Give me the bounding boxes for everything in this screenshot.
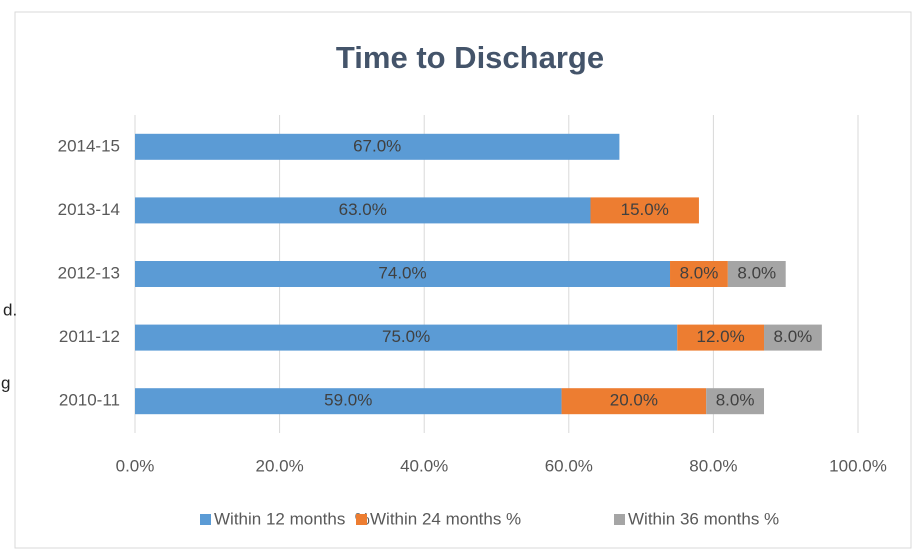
data-label: 63.0% [339, 200, 387, 219]
bar [135, 197, 591, 224]
x-tick-label: 80.0% [689, 456, 737, 475]
data-label: 8.0% [774, 327, 813, 346]
data-label: 15.0% [621, 200, 669, 219]
background-text: d. [3, 300, 17, 319]
bar [677, 324, 765, 351]
x-tick-label: 100.0% [829, 456, 887, 475]
bar [706, 388, 765, 415]
x-tick-label: 20.0% [255, 456, 303, 475]
legend-label: Within 24 months % [370, 509, 521, 528]
background-text: g [1, 373, 10, 392]
data-label: 74.0% [378, 263, 426, 282]
bar [135, 388, 562, 415]
chart-title: Time to Discharge [336, 40, 604, 75]
legend-label: Within 36 months % [628, 509, 779, 528]
y-tick-label: 2013-14 [58, 200, 120, 219]
legend-label: Within 12 months % [214, 509, 370, 528]
bar [670, 261, 728, 287]
bar [590, 197, 699, 224]
bar [764, 324, 822, 351]
data-label: 8.0% [680, 263, 719, 282]
data-label: 8.0% [737, 263, 776, 282]
data-label: 59.0% [324, 391, 372, 410]
data-label: 20.0% [610, 391, 658, 410]
bar [561, 388, 707, 415]
data-label: 12.0% [697, 327, 745, 346]
data-label: 75.0% [382, 327, 430, 346]
bar [135, 261, 671, 287]
y-tick-label: 2014-15 [58, 136, 120, 155]
x-tick-label: 40.0% [400, 456, 448, 475]
bar [135, 324, 678, 351]
data-label: 8.0% [716, 391, 755, 410]
data-label: 67.0% [353, 136, 401, 155]
legend-swatch [614, 514, 625, 525]
y-tick-label: 2010-11 [59, 391, 120, 410]
legend-swatch [200, 514, 211, 525]
y-tick-label: 2011-12 [59, 327, 120, 346]
bar [727, 261, 786, 287]
x-tick-label: 0.0% [116, 456, 155, 475]
x-tick-label: 60.0% [545, 456, 593, 475]
legend-swatch [356, 514, 367, 525]
y-tick-label: 2012-13 [58, 263, 120, 282]
bar [135, 133, 620, 160]
